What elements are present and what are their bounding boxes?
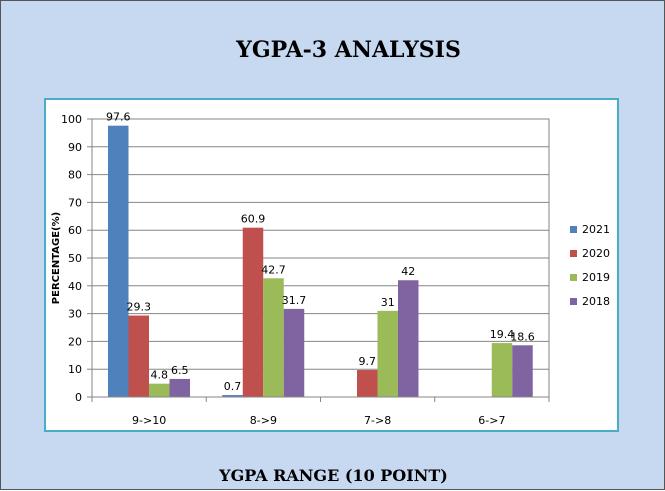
y-tick-label: 100 (61, 113, 82, 126)
legend-label-2019: 2019 (582, 271, 610, 284)
data-label: 4.8 (151, 369, 169, 382)
data-label: 18.6 (510, 330, 535, 343)
chart-title: YGPA-3 ANALYSIS (236, 37, 461, 63)
x-tick-label: 6->7 (478, 414, 505, 427)
bar-2019 (377, 310, 398, 397)
data-label: 6.5 (171, 364, 189, 377)
data-label: 60.9 (241, 213, 266, 226)
x-axis-title: YGPA RANGE (10 POINT) (219, 466, 448, 485)
data-label: 0.7 (224, 380, 242, 393)
bar-2018 (283, 308, 305, 397)
x-tick-label: 7->8 (364, 414, 391, 427)
legend-label-2020: 2020 (582, 247, 610, 260)
y-tick-label: 60 (68, 224, 82, 237)
data-label: 9.7 (359, 355, 377, 368)
bar-2018 (512, 345, 533, 397)
data-label: 29.3 (127, 301, 152, 314)
y-tick-label: 10 (68, 363, 82, 376)
data-label: 42 (401, 265, 415, 278)
data-label: 31 (381, 296, 395, 309)
y-tick-label: 80 (68, 169, 82, 182)
bar-2019 (263, 278, 284, 397)
legend-swatch-2018 (570, 298, 577, 305)
legend-swatch-2020 (570, 250, 577, 257)
y-tick-label: 50 (68, 252, 82, 265)
bar-2019 (491, 343, 513, 397)
data-label: 19.4 (490, 328, 515, 341)
legend-swatch-2021 (570, 226, 577, 233)
legend-label-2021: 2021 (582, 223, 610, 236)
bar-2021 (222, 395, 243, 397)
legend-swatch-2019 (570, 274, 577, 281)
x-tick-label: 9->10 (132, 414, 166, 427)
y-tick-label: 20 (68, 335, 82, 348)
x-tick-label: 8->9 (250, 414, 277, 427)
data-label: 31.7 (282, 294, 307, 307)
bar-2021 (108, 125, 129, 397)
bar-2020 (128, 315, 149, 397)
y-tick-label: 30 (68, 308, 82, 321)
y-tick-label: 70 (68, 196, 82, 209)
bar-2019 (149, 383, 170, 397)
legend-label-2018: 2018 (582, 295, 610, 308)
y-axis-title: PERCENTAGE(%) (51, 212, 62, 304)
bar-2018 (169, 378, 190, 397)
y-tick-label: 0 (75, 391, 82, 404)
y-tick-label: 90 (68, 141, 82, 154)
data-label: 97.6 (106, 111, 131, 124)
bar-2018 (398, 280, 419, 397)
bar-2020 (357, 370, 378, 397)
bar-2020 (242, 227, 264, 397)
y-tick-label: 40 (68, 280, 82, 293)
data-label: 42.7 (261, 263, 286, 276)
